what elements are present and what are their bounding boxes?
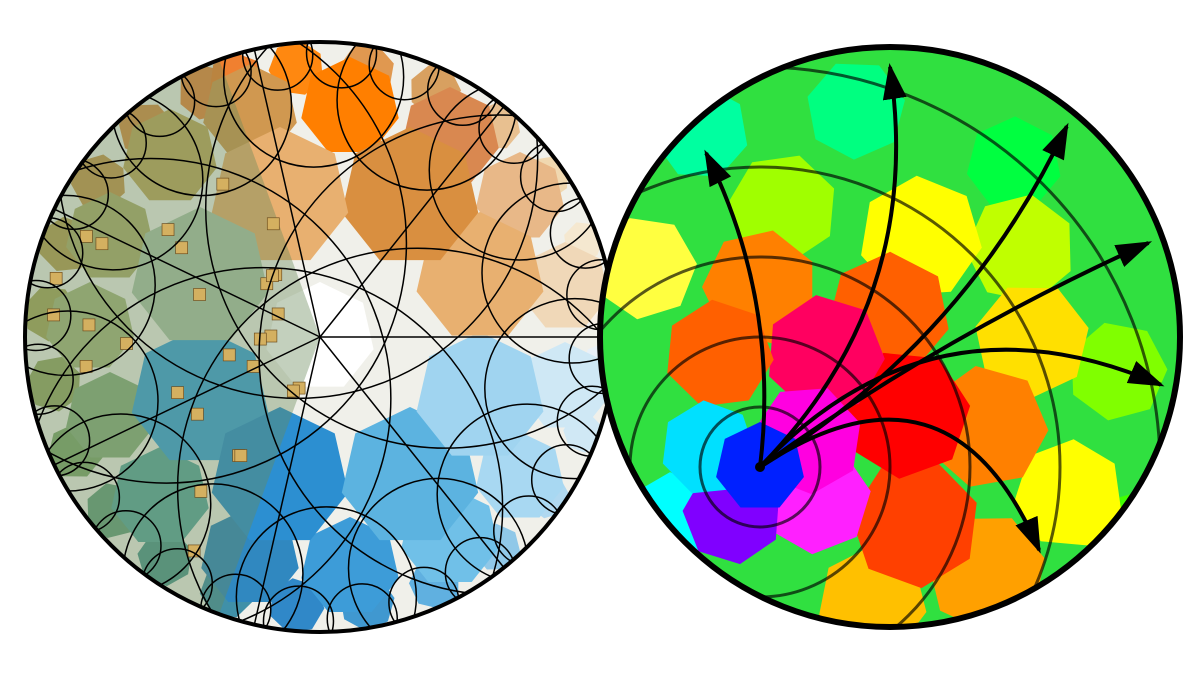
pcb-chip-icon — [191, 408, 203, 420]
right-poincare-disk — [590, 37, 1190, 637]
pcb-chip-icon — [48, 309, 60, 321]
pcb-chip-icon — [50, 272, 62, 284]
pcb-chip-icon — [80, 230, 92, 242]
right-disk-svg — [590, 37, 1190, 637]
pcb-chip-icon — [235, 450, 247, 462]
pcb-chip-icon — [83, 319, 95, 331]
left-disk-svg — [15, 32, 625, 642]
pcb-chip-icon — [267, 218, 279, 230]
pcb-chip-icon — [194, 288, 206, 300]
color-cell — [860, 630, 957, 637]
left-disk-contents — [15, 32, 625, 642]
pcb-chip-icon — [223, 349, 235, 361]
pcb-chip-icon — [96, 238, 108, 250]
pcb-chip-icon — [265, 330, 277, 342]
pcb-chip-icon — [217, 178, 229, 190]
color-cell — [590, 112, 625, 200]
pcb-chip-icon — [172, 387, 184, 399]
origin-point — [755, 462, 765, 472]
pcb-chip-icon — [80, 360, 92, 372]
pcb-chip-icon — [195, 485, 207, 497]
left-poincare-disk — [15, 32, 625, 642]
pcb-chip-icon — [162, 224, 174, 236]
